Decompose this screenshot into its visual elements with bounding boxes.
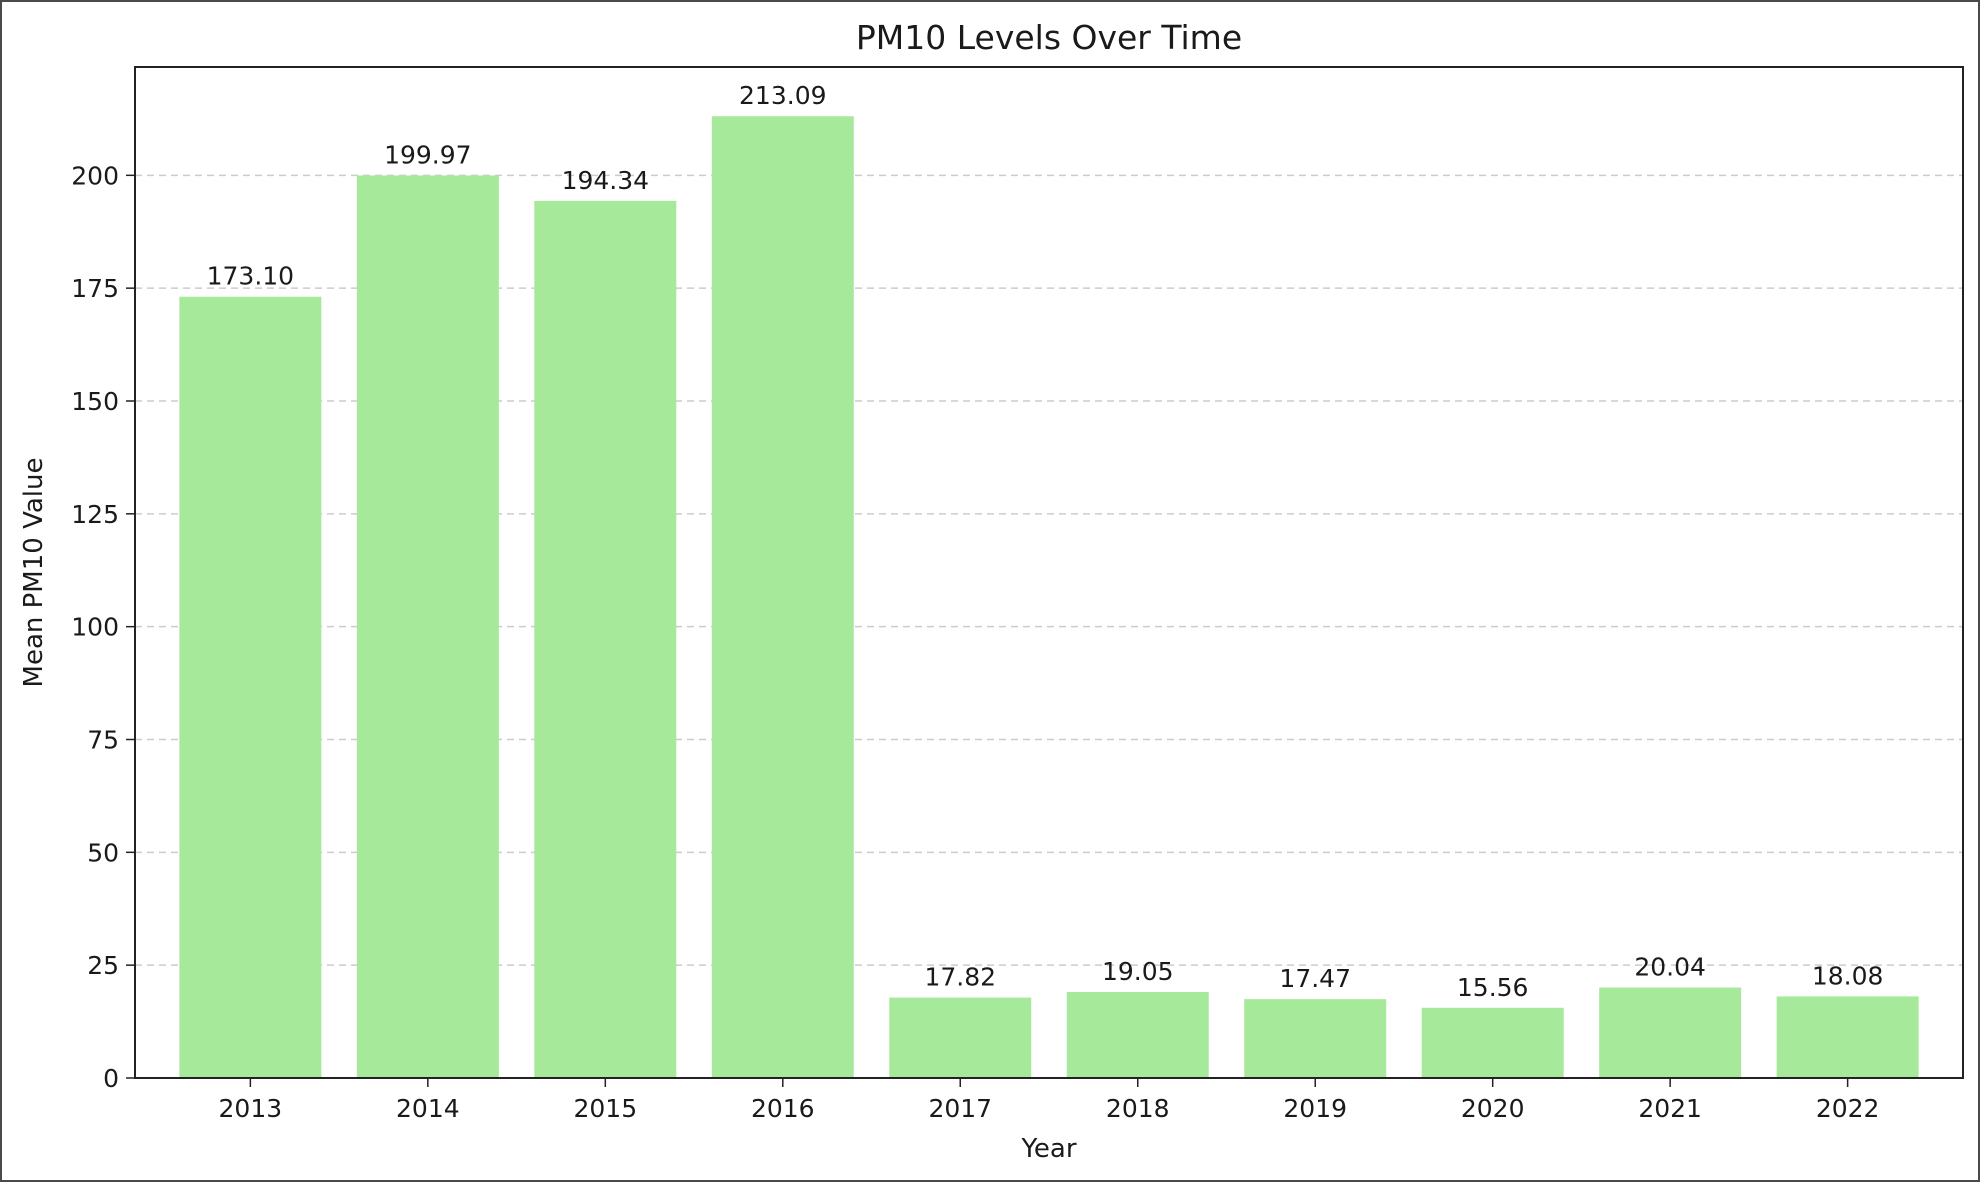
x-tick-label: 2017 — [928, 1094, 992, 1123]
bar-2021 — [1599, 987, 1742, 1078]
y-tick-label: 175 — [71, 274, 119, 303]
bar-2015 — [534, 200, 677, 1078]
data-label-2014: 199.97 — [384, 140, 471, 169]
x-tick-label: 2016 — [751, 1094, 815, 1123]
y-axis-title: Mean PM10 Value — [19, 458, 49, 688]
y-tick-label: 125 — [71, 500, 119, 529]
bar-2019 — [1244, 999, 1387, 1078]
data-label-2015: 194.34 — [562, 166, 649, 195]
bar-2022 — [1776, 996, 1919, 1078]
bars-layer — [179, 116, 1919, 1079]
x-tick-label: 2021 — [1638, 1094, 1702, 1123]
data-label-2017: 17.82 — [924, 963, 996, 992]
x-tick-label: 2014 — [396, 1094, 460, 1123]
x-axis-title: Year — [1020, 1134, 1076, 1164]
data-label-2021: 20.04 — [1634, 953, 1706, 982]
x-tick-label: 2022 — [1816, 1094, 1880, 1123]
x-tick-label: 2015 — [573, 1094, 637, 1123]
data-labels: 173.10 199.97 194.34 213.09 17.82 19.05 17.47 1… — [207, 81, 1884, 1002]
bar-2016 — [711, 116, 854, 1079]
x-tick-label: 2020 — [1461, 1094, 1525, 1123]
data-label-2018: 19.05 — [1102, 957, 1174, 986]
y-tick-label: 100 — [71, 613, 119, 642]
chart-title: PM10 Levels Over Time — [856, 18, 1242, 57]
data-label-2013: 173.10 — [207, 262, 294, 291]
data-label-2019: 17.47 — [1279, 964, 1351, 993]
y-tick-label: 200 — [71, 161, 119, 190]
x-axis: 2013 2014 2015 2016 2017 2018 2019 2020 2021 2022 — [219, 1078, 1880, 1123]
y-axis: 0 25 50 75 100 125 150 175 200 — [71, 161, 135, 1093]
y-tick-label: 25 — [87, 951, 119, 980]
x-tick-label: 2018 — [1106, 1094, 1170, 1123]
y-tick-label: 75 — [87, 725, 119, 754]
y-tick-label: 150 — [71, 387, 119, 416]
bar-2017 — [889, 997, 1032, 1078]
bar-2014 — [356, 175, 499, 1078]
data-label-2016: 213.09 — [739, 81, 826, 110]
y-tick-label: 0 — [103, 1064, 119, 1093]
bar-2020 — [1421, 1007, 1564, 1078]
x-tick-label: 2019 — [1283, 1094, 1347, 1123]
data-label-2020: 15.56 — [1457, 973, 1529, 1002]
x-tick-label: 2013 — [219, 1094, 283, 1123]
plot-area-border — [134, 66, 1964, 1079]
bar-2013 — [179, 296, 322, 1078]
y-tick-label: 50 — [87, 838, 119, 867]
data-label-2022: 18.08 — [1812, 961, 1884, 990]
bar-2018 — [1066, 992, 1209, 1078]
